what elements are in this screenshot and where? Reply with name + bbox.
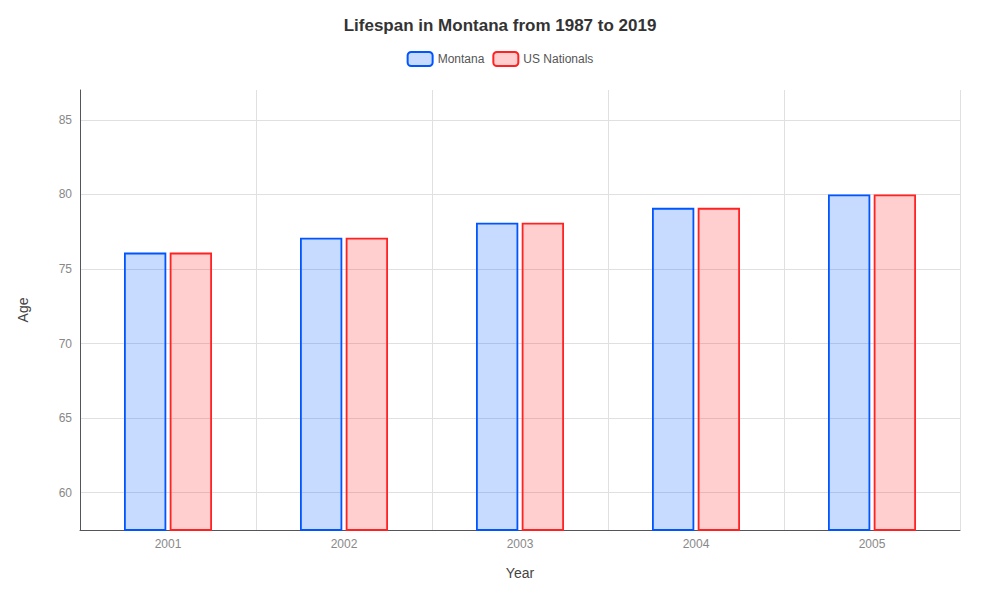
svg-text:65: 65 — [59, 411, 73, 425]
svg-text:2005: 2005 — [859, 537, 886, 551]
svg-text:Year: Year — [506, 565, 535, 581]
svg-text:85: 85 — [59, 113, 73, 127]
svg-text:Lifespan in Montana from 1987: Lifespan in Montana from 1987 to 2019 — [344, 16, 657, 35]
svg-text:80: 80 — [59, 187, 73, 201]
svg-text:75: 75 — [59, 262, 73, 276]
svg-text:60: 60 — [59, 486, 73, 500]
svg-text:2002: 2002 — [331, 537, 358, 551]
svg-text:US Nationals: US Nationals — [523, 52, 593, 66]
svg-text:2001: 2001 — [155, 537, 182, 551]
svg-text:2003: 2003 — [507, 537, 534, 551]
svg-text:Age: Age — [15, 297, 31, 322]
svg-text:2004: 2004 — [683, 537, 710, 551]
svg-text:Montana: Montana — [438, 52, 485, 66]
svg-text:70: 70 — [59, 337, 73, 351]
